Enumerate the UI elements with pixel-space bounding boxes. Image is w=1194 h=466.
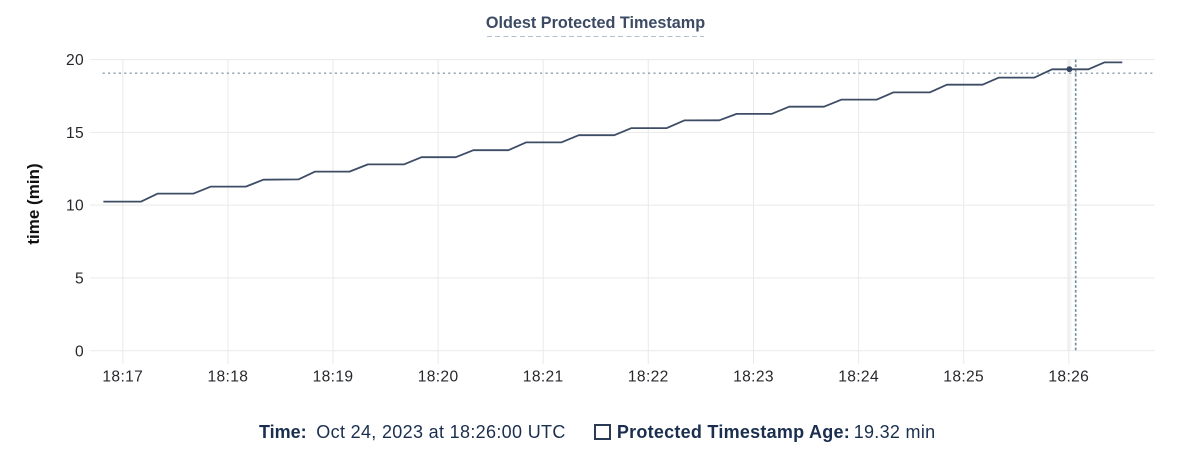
svg-text:18:25: 18:25 [943,369,984,386]
svg-text:18:20: 18:20 [418,369,459,386]
svg-text:18:21: 18:21 [523,369,564,386]
svg-text:20: 20 [66,52,84,69]
svg-text:0: 0 [75,343,84,360]
svg-text:18:23: 18:23 [733,369,774,386]
svg-text:18:17: 18:17 [102,369,143,386]
svg-text:18:19: 18:19 [313,369,354,386]
svg-text:18:22: 18:22 [628,369,669,386]
svg-text:15: 15 [66,125,84,142]
svg-text:10: 10 [66,198,84,215]
svg-text:18:24: 18:24 [838,369,879,386]
svg-text:18:18: 18:18 [208,369,249,386]
svg-text:5: 5 [75,271,84,288]
svg-text:18:26: 18:26 [1048,369,1089,386]
